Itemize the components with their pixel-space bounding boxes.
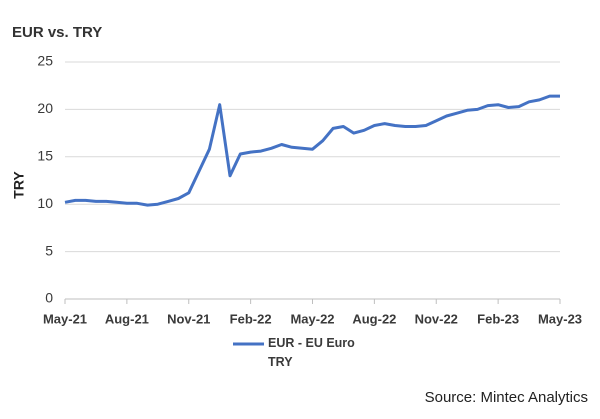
- x-tick-label: Aug-21: [105, 311, 149, 326]
- y-axis-label: TRY: [11, 171, 27, 199]
- series-line: [64, 94, 560, 207]
- x-tick-label: Nov-21: [167, 311, 210, 326]
- chart-title: EUR vs. TRY: [12, 24, 102, 41]
- x-tick-label: May-23: [538, 311, 582, 326]
- x-tick-label: Feb-22: [230, 311, 272, 326]
- y-tick-label: 15: [37, 148, 53, 164]
- y-tick-label: 10: [37, 195, 53, 211]
- x-tick-label: Nov-22: [415, 311, 458, 326]
- x-tick-label: May-22: [290, 311, 334, 326]
- x-tick-label: May-21: [43, 311, 87, 326]
- y-tick-label: 0: [45, 290, 53, 306]
- y-tick-label: 5: [45, 242, 53, 258]
- y-tick-label: 25: [37, 53, 53, 69]
- legend-label: EUR - EU Euro TRY: [268, 336, 355, 369]
- source-note: Source: Mintec Analytics: [425, 389, 588, 406]
- x-tick-label: Feb-23: [477, 311, 519, 326]
- y-tick-label: 20: [37, 100, 53, 116]
- x-tick-label: Aug-22: [352, 311, 396, 326]
